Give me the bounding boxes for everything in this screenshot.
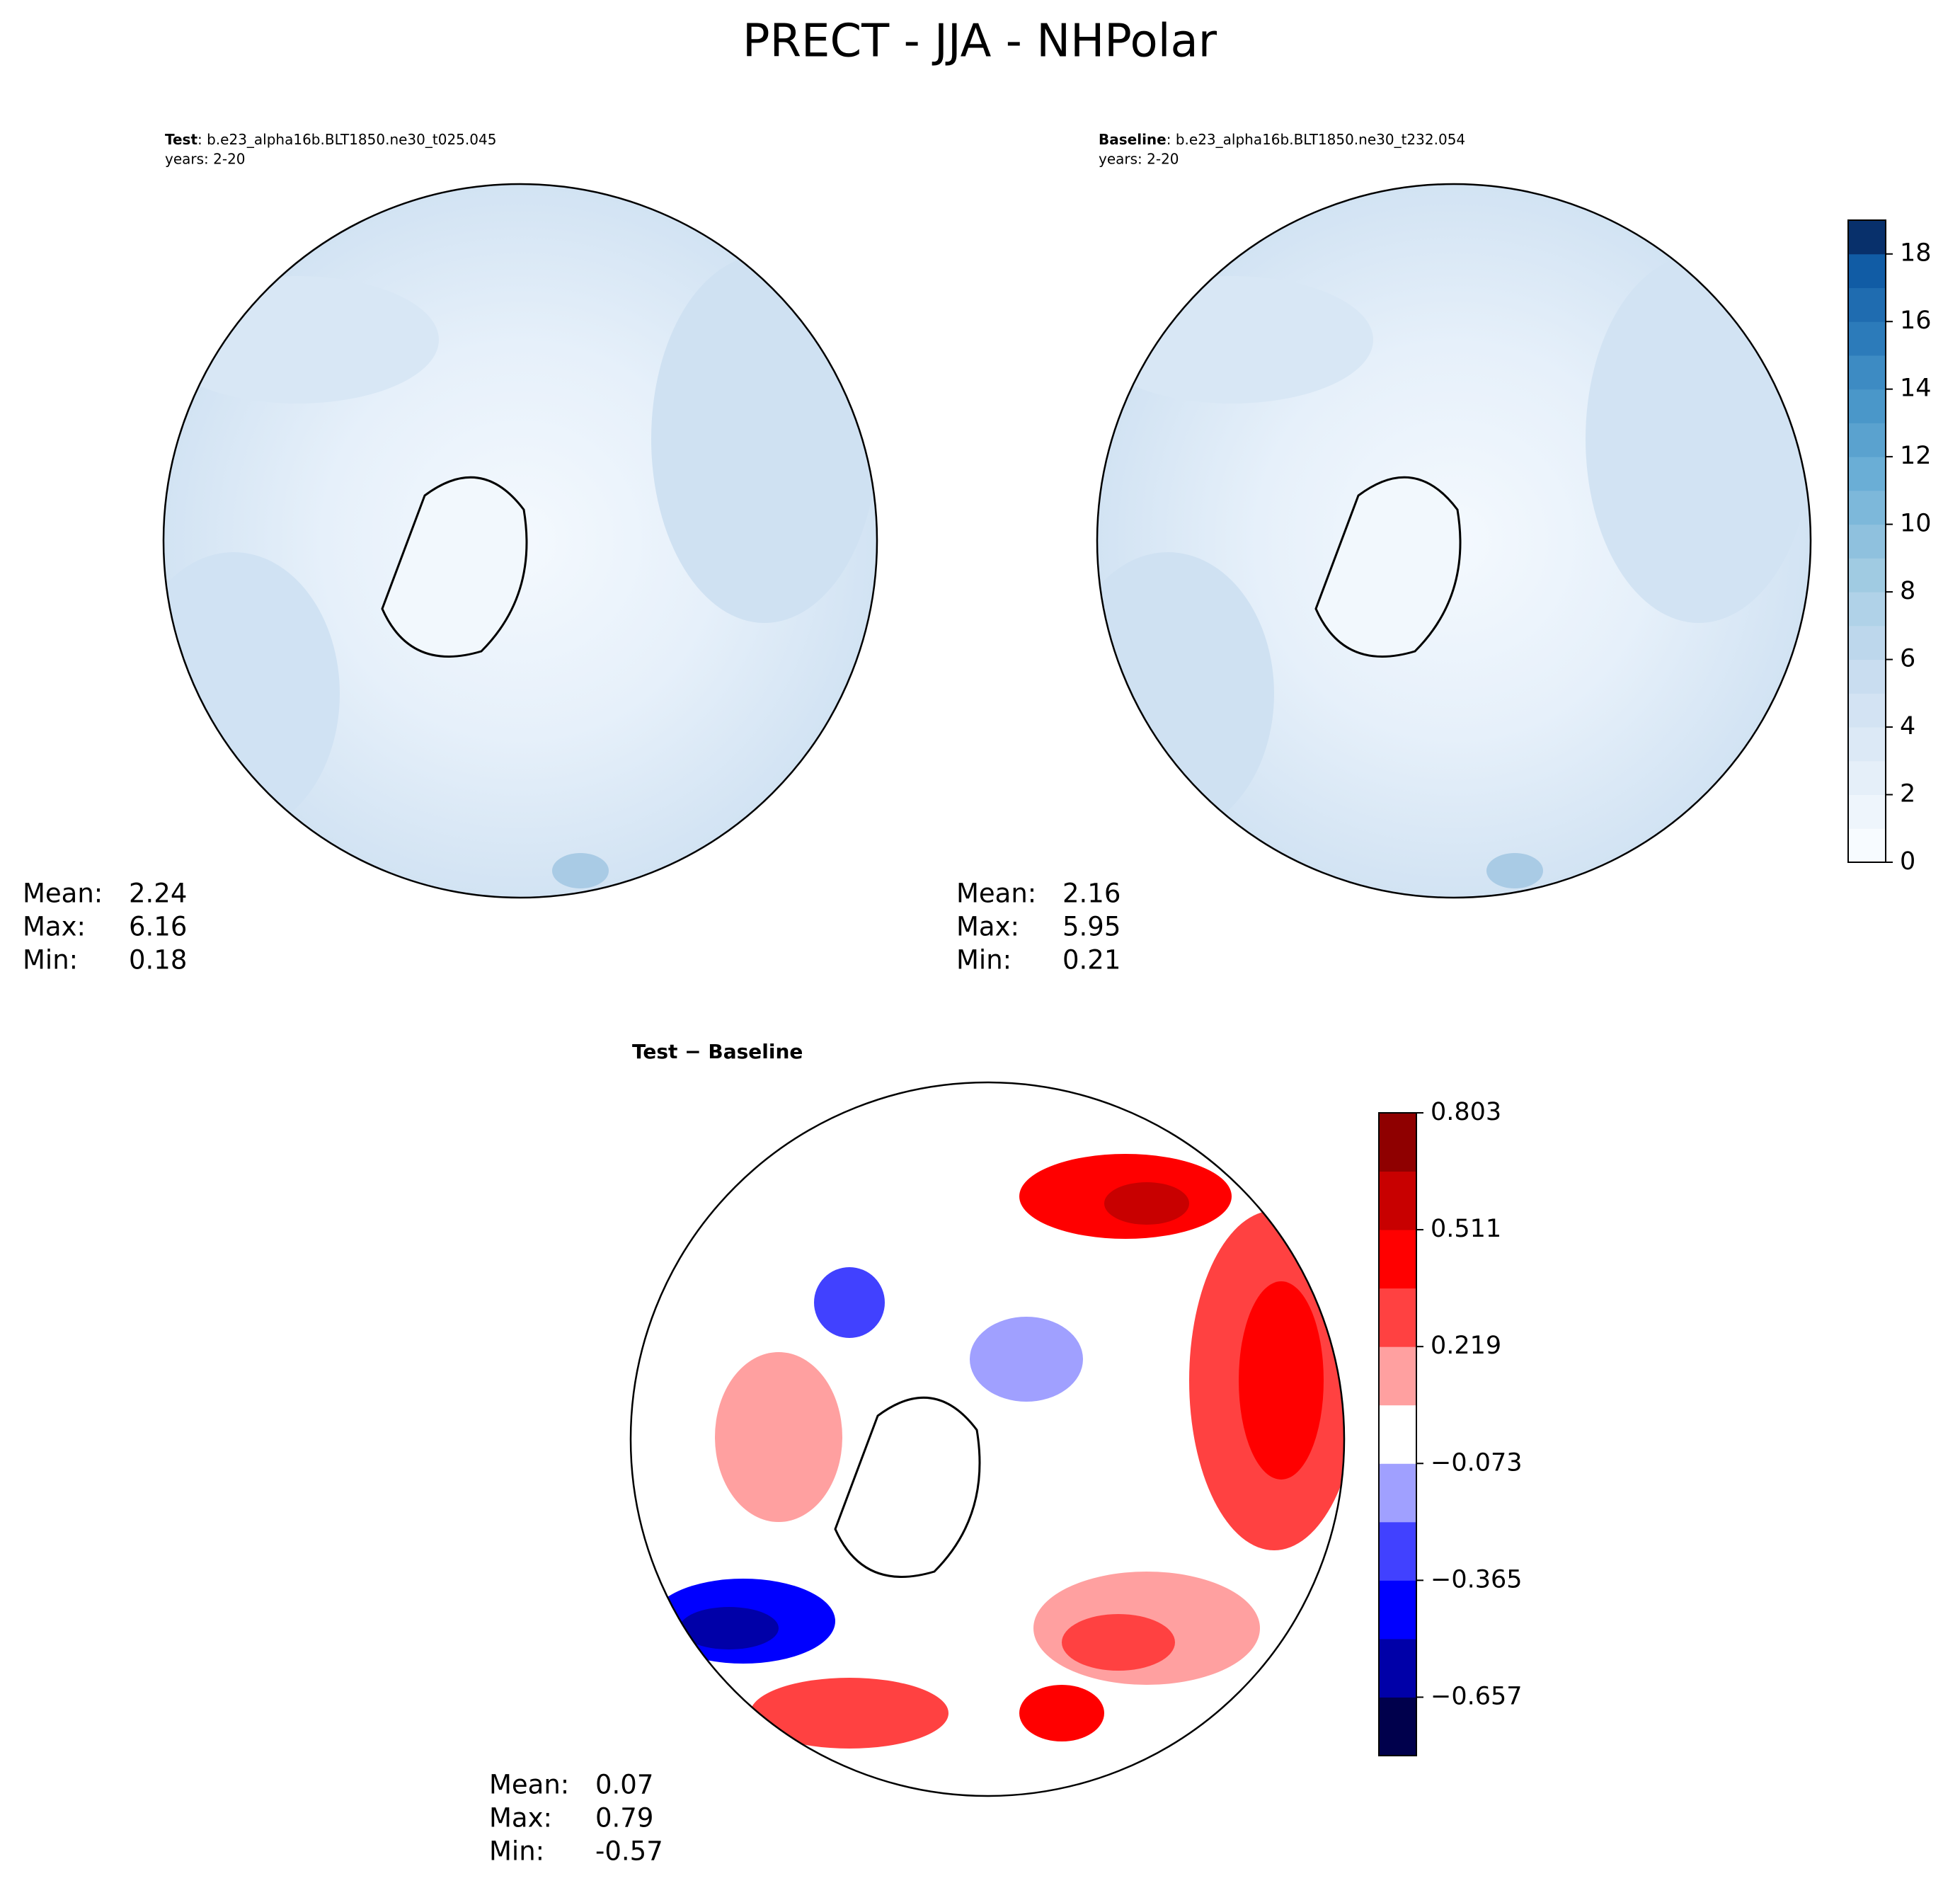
colorbar-band <box>1848 828 1886 863</box>
colorbar-band <box>1379 1288 1416 1347</box>
colorbar-tick-label: 18 <box>1900 239 1932 268</box>
stat-value: 0.07 <box>595 1770 653 1800</box>
colorbar-tick-label: 0.803 <box>1431 1098 1501 1126</box>
stat-value: 2.16 <box>1062 879 1121 909</box>
colorbar-band <box>1848 524 1886 559</box>
panel-name: Baseline <box>1099 131 1167 148</box>
colorbar-tick-label: 4 <box>1900 712 1915 740</box>
colorbar-tick-label: 8 <box>1900 577 1915 605</box>
stat-label: Min: <box>23 945 78 976</box>
colorbar-band <box>1848 220 1886 255</box>
stat-label: Max: <box>956 912 1019 942</box>
colorbar-frame <box>1847 219 1886 863</box>
colorbar-band <box>1379 1230 1416 1289</box>
colorbar-band <box>1379 1697 1416 1756</box>
colorbar-band <box>1848 355 1886 390</box>
colorbar-band <box>1379 1171 1416 1230</box>
colorbar-frame <box>1378 1112 1417 1756</box>
colorbar-band <box>1379 1113 1416 1172</box>
map <box>164 184 877 898</box>
colorbar-tick-label: −0.365 <box>1431 1565 1523 1594</box>
colorbar-band <box>1379 1580 1416 1640</box>
colorbar-band <box>1848 457 1886 491</box>
panel-header: Baseline: b.e23_alpha16b.BLT1850.ne30_t2… <box>1099 131 1465 148</box>
colorbar-band <box>1848 693 1886 728</box>
colorbar-band <box>1848 389 1886 423</box>
colorbar-band <box>1379 1346 1416 1406</box>
colorbar-tick-label: 12 <box>1900 442 1932 470</box>
colorbar-tick-label: 2 <box>1900 780 1915 808</box>
colorbar-tick-label: 0.219 <box>1431 1332 1501 1360</box>
colorbar-band <box>1379 1404 1416 1464</box>
panel-header: Test: b.e23_alpha16b.BLT1850.ne30_t025.0… <box>165 131 496 148</box>
colorbar-band <box>1848 727 1886 762</box>
colorbar-band <box>1848 253 1886 288</box>
colorbar-tick-label: 14 <box>1900 374 1932 403</box>
stat-label: Min: <box>956 945 1011 976</box>
colorbar-tick-label: 10 <box>1900 510 1932 538</box>
colorbar-band <box>1848 558 1886 593</box>
stat-label: Mean: <box>489 1770 569 1800</box>
colorbar-band <box>1848 490 1886 525</box>
colorbar-tick-label: −0.657 <box>1431 1682 1523 1710</box>
figure-title: PRECT - JJA - NHPolar <box>743 16 1217 68</box>
map <box>1097 184 1811 898</box>
colorbar-band <box>1848 659 1886 694</box>
colorbar-tick-label: 6 <box>1900 645 1915 673</box>
stat-label: Max: <box>23 912 86 942</box>
colorbar-band <box>1848 321 1886 356</box>
stat-label: Max: <box>489 1803 552 1833</box>
stat-value: 2.24 <box>129 879 187 909</box>
colorbar-band <box>1848 287 1886 322</box>
stat-value: 5.95 <box>1062 912 1121 942</box>
years: years: 2-20 <box>165 151 246 168</box>
colorbar-band <box>1848 794 1886 829</box>
stat-label: Mean: <box>23 879 103 909</box>
colorbar-tick-label: 0.511 <box>1431 1215 1501 1243</box>
stat-value: -0.57 <box>595 1836 663 1867</box>
stat-value: 0.18 <box>129 945 187 976</box>
colorbar-band <box>1848 625 1886 660</box>
stat-value: 0.79 <box>595 1803 653 1833</box>
colorbar-tick-label: −0.073 <box>1431 1448 1523 1477</box>
map <box>631 1082 1344 1796</box>
colorbar-tick-label: 16 <box>1900 307 1932 335</box>
years: years: 2-20 <box>1099 151 1179 168</box>
stat-value: 6.16 <box>129 912 187 942</box>
colorbar-band <box>1848 760 1886 796</box>
colorbar-band <box>1848 592 1886 627</box>
colorbar-band <box>1379 1638 1416 1698</box>
stat-value: 0.21 <box>1062 945 1121 976</box>
panel-name: Test − Baseline <box>632 1040 803 1063</box>
case-name: : b.e23_alpha16b.BLT1850.ne30_t025.045 <box>197 131 496 148</box>
colorbar-band <box>1379 1521 1416 1581</box>
stat-label: Min: <box>489 1836 544 1867</box>
colorbar-tick-label: 0 <box>1900 847 1915 876</box>
stat-label: Mean: <box>956 879 1036 909</box>
case-name: : b.e23_alpha16b.BLT1850.ne30_t232.054 <box>1167 131 1465 148</box>
panel-name: Test <box>165 131 197 148</box>
colorbar-band <box>1379 1463 1416 1523</box>
colorbar-band <box>1848 423 1886 457</box>
